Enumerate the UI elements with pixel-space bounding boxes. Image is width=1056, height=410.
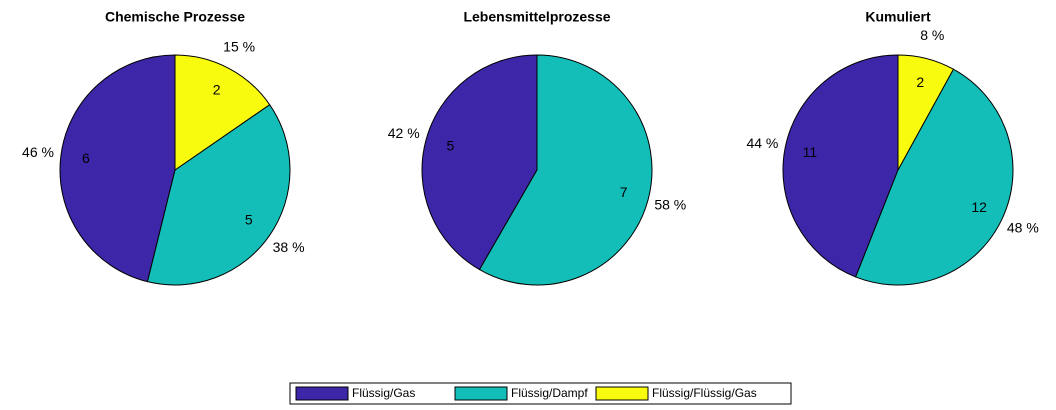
- chart-title: Chemische Prozesse: [105, 9, 245, 25]
- pie-slice: [146, 103, 291, 286]
- slice-percent: 44 %: [746, 135, 778, 151]
- slice-value: 12: [971, 199, 987, 215]
- chart-title: Kumuliert: [865, 9, 931, 25]
- legend-swatch: [595, 386, 649, 401]
- legend-swatch: [295, 386, 349, 401]
- slice-value: 11: [803, 144, 818, 160]
- pie-slice: [855, 68, 1014, 286]
- slice-value: 7: [620, 184, 628, 200]
- slice-percent: 8 %: [920, 27, 944, 43]
- pie-slice: [421, 54, 538, 271]
- slice-percent: 46 %: [22, 144, 54, 160]
- legend-label: Flüssig/Gas: [352, 386, 415, 400]
- slice-value: 2: [213, 81, 221, 97]
- slice-percent: 38 %: [273, 239, 305, 255]
- slice-percent: 42 %: [388, 125, 420, 141]
- pie-slice: [59, 54, 176, 283]
- pie-slice: [897, 54, 955, 171]
- slice-value: 2: [916, 74, 924, 90]
- pie-slice: [782, 54, 899, 278]
- legend-label: Flüssig/Flüssig/Gas: [652, 386, 757, 400]
- slice-percent: 58 %: [654, 196, 686, 212]
- legend-box: [289, 382, 792, 405]
- slice-value: 6: [82, 150, 90, 166]
- slice-percent: 15 %: [223, 39, 255, 55]
- slice-percent: 48 %: [1007, 219, 1039, 235]
- pie-slice: [478, 54, 653, 286]
- slice-value: 5: [245, 212, 253, 228]
- chart-title: Lebensmittelprozesse: [463, 9, 610, 25]
- slice-value: 5: [446, 137, 454, 153]
- pie-slice: [174, 54, 271, 171]
- legend-swatch: [454, 386, 508, 401]
- legend-label: Flüssig/Dampf: [511, 386, 588, 400]
